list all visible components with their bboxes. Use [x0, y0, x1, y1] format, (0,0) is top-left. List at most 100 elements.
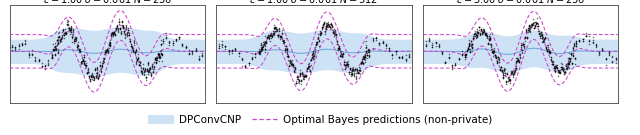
Point	[346, 72, 356, 75]
Point	[133, 57, 143, 59]
Point	[71, 37, 81, 39]
Point	[465, 50, 475, 52]
Point	[326, 23, 336, 25]
Point	[98, 62, 108, 64]
Point	[264, 37, 274, 40]
Point	[557, 66, 567, 68]
Point	[90, 68, 100, 70]
Point	[454, 57, 464, 60]
Point	[346, 75, 356, 77]
Point	[487, 51, 497, 53]
Point	[302, 67, 312, 69]
Point	[508, 74, 518, 77]
Point	[466, 40, 476, 42]
Point	[546, 56, 556, 58]
Point	[127, 51, 138, 53]
Point	[98, 60, 108, 62]
Point	[151, 56, 161, 58]
Point	[276, 32, 287, 34]
Point	[567, 62, 577, 65]
Point	[371, 39, 381, 41]
Point	[501, 81, 511, 83]
Point	[296, 79, 307, 81]
Point	[326, 24, 336, 26]
Point	[276, 36, 286, 38]
Point	[332, 42, 342, 45]
Point	[465, 51, 475, 53]
Point	[177, 43, 188, 46]
Point	[300, 75, 310, 77]
Point	[577, 38, 588, 40]
Point	[556, 66, 566, 68]
Point	[154, 53, 164, 55]
Point	[300, 74, 310, 76]
Point	[534, 35, 545, 37]
Point	[545, 51, 555, 53]
Point	[164, 42, 174, 44]
Point	[79, 54, 89, 56]
Point	[538, 34, 548, 36]
Point	[327, 26, 337, 28]
Point	[266, 34, 276, 36]
Point	[514, 60, 524, 62]
Point	[240, 66, 250, 68]
Point	[278, 39, 289, 41]
Point	[549, 65, 559, 68]
Point	[67, 37, 77, 39]
Point	[338, 53, 348, 55]
Point	[148, 70, 158, 73]
Point	[354, 68, 364, 71]
Point	[237, 65, 247, 67]
Point	[565, 58, 575, 60]
Point	[559, 71, 570, 73]
Point	[356, 61, 366, 63]
Point	[36, 66, 47, 68]
Point	[484, 38, 495, 40]
Point	[332, 40, 342, 42]
Point	[611, 57, 621, 59]
Point	[553, 69, 563, 71]
Point	[58, 29, 68, 31]
Point	[88, 76, 98, 78]
Point	[273, 36, 284, 38]
Point	[509, 69, 520, 71]
Point	[342, 60, 353, 62]
Point	[301, 75, 311, 77]
Point	[269, 28, 280, 30]
Point	[577, 38, 588, 40]
Point	[466, 40, 476, 42]
Point	[70, 40, 80, 42]
Point	[467, 50, 477, 52]
Point	[194, 55, 204, 57]
Point	[113, 28, 123, 30]
Point	[544, 50, 554, 52]
Point	[97, 65, 108, 67]
Point	[93, 77, 104, 79]
Point	[143, 64, 153, 66]
Point	[474, 26, 484, 28]
Point	[92, 72, 102, 74]
Point	[329, 30, 339, 32]
Point	[268, 32, 278, 34]
Point	[250, 52, 260, 55]
Point	[40, 64, 51, 66]
Point	[397, 55, 408, 58]
Point	[143, 70, 154, 72]
Point	[298, 78, 308, 80]
Point	[348, 69, 358, 71]
Point	[364, 49, 374, 51]
Point	[13, 44, 24, 46]
Point	[374, 44, 385, 46]
Point	[49, 49, 59, 51]
Point	[331, 33, 341, 35]
Point	[493, 56, 503, 58]
Point	[144, 67, 154, 69]
Point	[348, 67, 358, 69]
Point	[508, 76, 518, 78]
Point	[109, 31, 119, 33]
Point	[466, 40, 476, 43]
Point	[117, 25, 127, 27]
Point	[506, 70, 516, 72]
Point	[92, 73, 102, 76]
Point	[464, 42, 474, 44]
